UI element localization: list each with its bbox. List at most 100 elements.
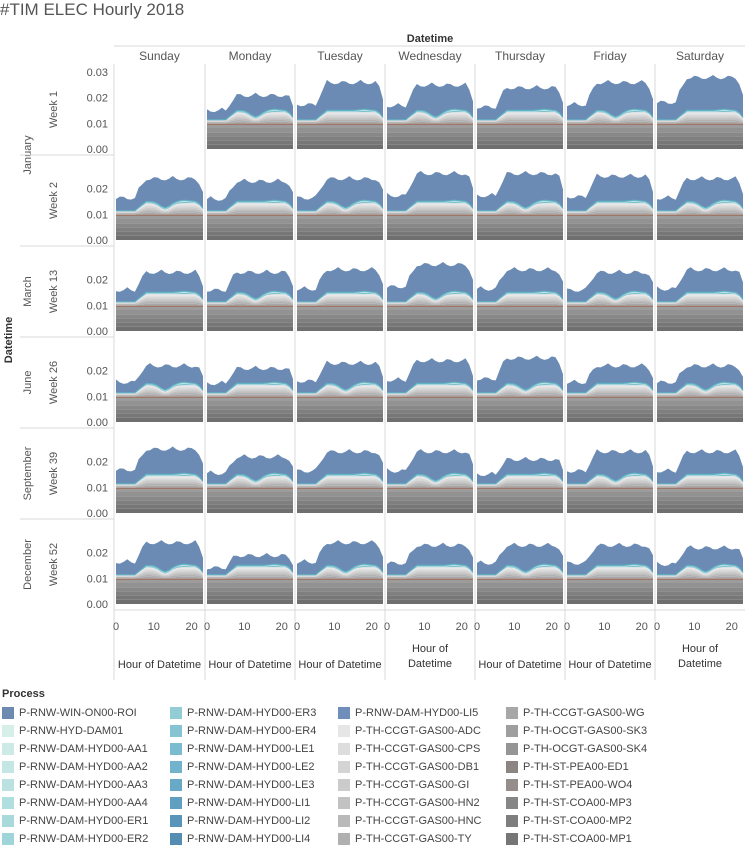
gas-series — [207, 294, 293, 303]
legend-item[interactable]: P-TH-ST-COA00-MP2 — [506, 813, 632, 829]
base-series — [297, 396, 383, 401]
base-series — [297, 413, 383, 418]
y-tick-label: 0.00 — [87, 144, 108, 156]
legend-item[interactable]: P-RNW-WIN-ON00-ROI — [2, 705, 137, 721]
legend-item[interactable]: P-RNW-HYD-DAM01 — [2, 723, 123, 739]
base-series — [477, 599, 563, 604]
cell-plot — [654, 246, 745, 337]
legend-item[interactable]: P-RNW-DAM-HYD00-ER1 — [2, 813, 148, 829]
cell-plot — [294, 519, 385, 610]
wind-series — [297, 360, 383, 393]
gas-series — [387, 576, 473, 579]
gas-series — [116, 205, 203, 213]
legend-item[interactable]: P-RNW-DAM-HYD00-LI2 — [170, 813, 310, 829]
gas-series — [297, 212, 383, 215]
base-series — [567, 496, 653, 501]
cell-plot — [113, 155, 205, 246]
base-series — [207, 396, 293, 401]
legend-item[interactable]: P-RNW-DAM-HYD00-AA3 — [2, 777, 148, 793]
legend-item[interactable]: P-TH-CCGT-GAS00-DB1 — [338, 759, 479, 775]
cell-plot — [384, 246, 475, 337]
gas-series — [116, 576, 203, 579]
legend-item[interactable]: P-TH-ST-PEA00-ED1 — [506, 759, 629, 775]
base-series — [116, 578, 203, 583]
gas-series — [207, 485, 293, 488]
hydro-series — [567, 293, 653, 302]
legend-item[interactable]: P-TH-CCGT-GAS00-GI — [338, 777, 469, 793]
hydro-series — [567, 110, 653, 120]
cell-plot — [294, 155, 385, 246]
hydro-top-line — [657, 381, 744, 394]
hydro-series — [207, 201, 293, 211]
y-tick-label: 0.02 — [87, 366, 108, 378]
base-series — [657, 123, 743, 128]
y-tick-label: 0.01 — [87, 391, 108, 403]
legend-swatch — [2, 743, 14, 755]
legend-item[interactable]: P-TH-CCGT-GAS00-WG — [506, 705, 645, 721]
gas-series — [567, 389, 653, 395]
legend-item[interactable]: P-RNW-DAM-HYD00-AA2 — [2, 759, 148, 775]
cell-plot — [294, 246, 385, 337]
gas-series — [477, 116, 563, 122]
legend-item[interactable]: P-RNW-DAM-HYD00-ER2 — [2, 831, 148, 847]
legend-item[interactable]: P-RNW-DAM-HYD00-ER4 — [170, 723, 316, 739]
hydro-series — [477, 201, 563, 211]
hydro-top-line — [207, 563, 294, 576]
base-series — [387, 223, 473, 228]
base-series — [207, 219, 293, 224]
legend-item[interactable]: P-TH-CCGT-GAS00-CPS — [338, 741, 480, 757]
legend-label: P-RNW-DAM-HYD00-LI2 — [187, 815, 311, 827]
gas-series — [207, 391, 293, 396]
gas-series — [567, 576, 653, 579]
wind-series — [567, 449, 653, 484]
gas-series — [116, 478, 203, 486]
hydro-series — [297, 384, 383, 393]
base-series — [297, 305, 383, 310]
gas-series — [387, 209, 473, 214]
legend-item[interactable]: P-RNW-DAM-HYD00-LI4 — [170, 831, 310, 847]
hydro-series — [116, 566, 203, 575]
legend-item[interactable]: P-TH-CCGT-GAS00-TY — [338, 831, 472, 847]
legend-item[interactable]: P-TH-CCGT-GAS00-HN2 — [338, 795, 480, 811]
cell-plot — [474, 64, 565, 155]
wind-series — [116, 176, 203, 211]
hydro-top-line — [477, 108, 564, 121]
cell-plot — [204, 155, 295, 246]
base-series — [387, 214, 473, 219]
legend-item[interactable]: P-TH-OCGT-GAS00-SK3 — [506, 723, 647, 739]
week-label: Week 2 — [48, 182, 60, 219]
legend-item[interactable]: P-RNW-DAM-HYD00-AA4 — [2, 795, 148, 811]
hydro-series — [116, 292, 203, 302]
legend-item[interactable]: P-TH-CCGT-GAS00-ADC — [338, 723, 481, 739]
legend-item[interactable]: P-RNW-DAM-HYD00-LE2 — [170, 759, 315, 775]
legend-item[interactable]: P-RNW-DAM-HYD00-LE1 — [170, 741, 315, 757]
hydro-series — [657, 383, 743, 393]
gas-series — [387, 300, 473, 305]
legend-swatch — [170, 743, 182, 755]
column-label: Thursday — [495, 49, 545, 63]
legend-item[interactable]: P-RNW-DAM-HYD00-AA1 — [2, 741, 148, 757]
legend-item[interactable]: P-TH-ST-PEA00-WO4 — [506, 777, 632, 793]
cell-plot — [654, 155, 745, 246]
legend-item[interactable]: P-RNW-DAM-HYD00-LE3 — [170, 777, 315, 793]
x-axis-label: Hour of Datetime — [118, 659, 201, 671]
legend-item[interactable]: P-RNW-DAM-HYD00-ER3 — [170, 705, 316, 721]
legend-item[interactable]: P-RNW-DAM-HYD00-LI5 — [338, 705, 478, 721]
gas-series — [567, 303, 653, 306]
legend-label: P-TH-OCGT-GAS00-SK4 — [523, 743, 648, 755]
legend-item[interactable]: P-RNW-DAM-HYD00-LI1 — [170, 795, 310, 811]
gas-series — [567, 212, 653, 215]
hydro-top-line — [297, 472, 384, 485]
base-series — [567, 409, 653, 414]
gas-series — [567, 482, 653, 487]
base-series — [567, 214, 653, 219]
legend-item[interactable]: P-TH-OCGT-GAS00-SK4 — [506, 741, 647, 757]
hydro-series — [477, 201, 563, 211]
legend-label: P-TH-ST-PEA00-ED1 — [523, 761, 629, 773]
base-series — [297, 587, 383, 592]
base-series — [657, 599, 743, 604]
legend-item[interactable]: P-TH-CCGT-GAS00-HNC — [338, 813, 482, 829]
base-series — [657, 310, 743, 315]
legend-item[interactable]: P-TH-ST-COA00-MP3 — [506, 795, 632, 811]
legend-item[interactable]: P-TH-ST-COA00-MP1 — [506, 831, 632, 847]
